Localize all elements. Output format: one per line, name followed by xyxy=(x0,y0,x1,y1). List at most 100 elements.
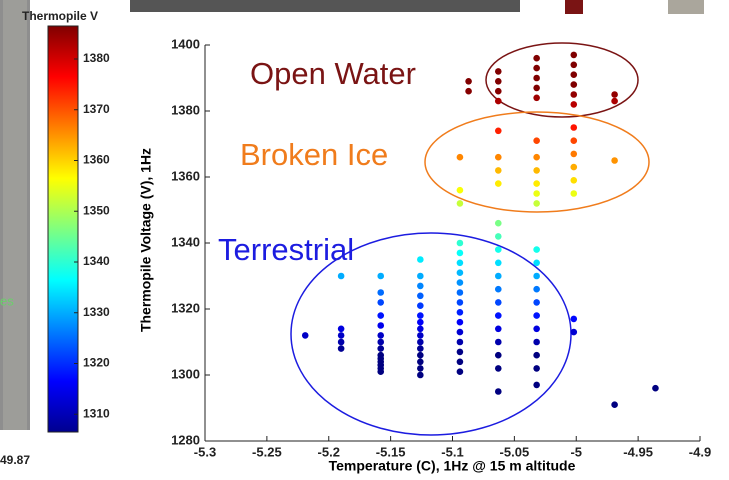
point xyxy=(377,289,384,296)
x-tick-label: -5.25 xyxy=(252,444,282,459)
point xyxy=(495,339,502,346)
point xyxy=(457,200,464,207)
point xyxy=(570,62,577,69)
point xyxy=(417,372,424,379)
point xyxy=(495,365,502,372)
x-tick-label: -5.2 xyxy=(318,444,340,459)
x-tick-label: -5.1 xyxy=(441,444,463,459)
background-fragment xyxy=(565,0,583,14)
side-label: es xyxy=(0,293,14,308)
point xyxy=(377,273,384,280)
point xyxy=(457,260,464,267)
point xyxy=(495,388,502,395)
point xyxy=(533,326,540,333)
point xyxy=(417,359,424,366)
x-tick-label: -5.15 xyxy=(376,444,406,459)
page: es 49.87 Thermopile V 1310 1320 1330 1340 13… xyxy=(0,0,729,480)
x-tick-label: -4.9 xyxy=(689,444,711,459)
point xyxy=(457,250,464,257)
point xyxy=(533,260,540,267)
point xyxy=(570,124,577,131)
y-tick-label: 1320 xyxy=(171,300,200,315)
annotation: Open Water xyxy=(250,56,416,91)
point xyxy=(495,260,502,267)
point xyxy=(417,326,424,333)
point xyxy=(495,167,502,174)
background-photo-top xyxy=(130,0,520,12)
point xyxy=(495,273,502,280)
point xyxy=(417,283,424,290)
point xyxy=(457,154,464,161)
point xyxy=(377,339,384,346)
point xyxy=(570,137,577,144)
point xyxy=(611,401,618,408)
y-tick-label: 1360 xyxy=(171,168,200,183)
point xyxy=(570,329,577,336)
point xyxy=(533,339,540,346)
point xyxy=(338,273,345,280)
point xyxy=(495,128,502,135)
point xyxy=(570,177,577,184)
point xyxy=(495,180,502,187)
point xyxy=(417,273,424,280)
point xyxy=(533,180,540,187)
point xyxy=(533,55,540,62)
point xyxy=(495,78,502,85)
point xyxy=(570,81,577,88)
point xyxy=(652,385,659,392)
point xyxy=(495,88,502,95)
annotation: Terrestrial xyxy=(218,232,354,267)
point xyxy=(570,101,577,108)
point xyxy=(417,339,424,346)
point xyxy=(417,319,424,326)
point xyxy=(495,286,502,293)
point xyxy=(457,349,464,356)
point xyxy=(495,312,502,319)
bottom-label: 49.87 xyxy=(0,453,30,467)
open-water-outline xyxy=(486,43,638,117)
point xyxy=(533,65,540,72)
y-tick-label: 1340 xyxy=(171,234,200,249)
y-axis-label: Thermopile Voltage (V), 1Hz xyxy=(138,148,154,332)
point xyxy=(377,332,384,339)
point xyxy=(495,299,502,306)
point xyxy=(533,299,540,306)
x-tick-label: -5 xyxy=(570,444,582,459)
point xyxy=(457,309,464,316)
point xyxy=(570,52,577,59)
point xyxy=(533,154,540,161)
point xyxy=(570,190,577,197)
point xyxy=(457,187,464,194)
colorbar-tick-label: 1340 xyxy=(83,254,110,268)
point xyxy=(338,326,345,333)
point xyxy=(611,98,618,105)
colorbar-tick-label: 1330 xyxy=(83,305,110,319)
point xyxy=(465,78,472,85)
point xyxy=(457,279,464,286)
point xyxy=(495,352,502,359)
point xyxy=(533,352,540,359)
point xyxy=(533,382,540,389)
point xyxy=(495,220,502,227)
colorbar-title: Thermopile V xyxy=(22,9,98,23)
colorbar-tick-label: 1310 xyxy=(83,406,110,420)
point xyxy=(417,312,424,319)
point xyxy=(533,200,540,207)
point xyxy=(533,365,540,372)
point xyxy=(457,319,464,326)
point xyxy=(533,312,540,319)
point xyxy=(533,167,540,174)
point xyxy=(338,339,345,346)
chart: es 49.87 Thermopile V 1310 1320 1330 1340 13… xyxy=(0,0,729,480)
point xyxy=(570,71,577,78)
point xyxy=(457,329,464,336)
y-tick-label: 1400 xyxy=(171,36,200,51)
point xyxy=(457,269,464,276)
point xyxy=(457,299,464,306)
point xyxy=(377,345,384,352)
point xyxy=(533,273,540,280)
point xyxy=(417,332,424,339)
point xyxy=(533,286,540,293)
point xyxy=(495,154,502,161)
background-fragment xyxy=(668,0,704,14)
